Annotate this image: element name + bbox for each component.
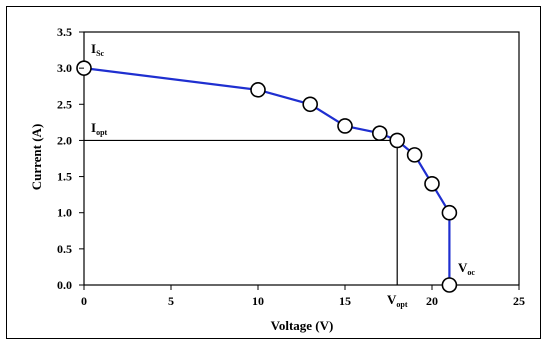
plot-border [83,31,520,286]
x-tick-label: 10 [252,294,264,308]
y-tick-label: 0.5 [57,242,72,256]
data-point [389,132,406,149]
series-line [83,67,451,285]
iopt-label: Iopt [91,120,108,137]
y-tick-label: 0.0 [57,278,72,292]
y-tick-label: 2.0 [57,133,72,147]
y-tick-label: 3.0 [57,61,72,75]
y-tick-label: 3.5 [57,25,72,39]
plot-area [83,31,520,286]
isc-label: ISc [91,41,105,58]
data-point [441,277,458,293]
series-layer [76,60,458,293]
data-point [250,82,266,98]
x-tick-label: 15 [339,294,351,308]
x-tick-label: 25 [513,294,525,308]
x-tick-label: 5 [168,294,174,308]
x-tick-label: 0 [81,294,87,308]
data-point [337,118,353,134]
y-axis-title: Current (A) [29,124,44,191]
vopt-label: Vopt [387,292,408,309]
x-tick-label: 20 [426,294,438,308]
x-axis-ticks: 0 5 10 15 20 25 [81,285,525,308]
data-point [424,176,440,192]
y-tick-label: 2.5 [57,97,72,111]
y-tick-label: 1.0 [57,206,72,220]
y-axis-ticks: 0.0 0.5 1.0 1.5 2.0 2.5 3.0 3.5 [57,25,84,292]
data-point [406,147,423,163]
data-point [371,125,388,141]
data-point [302,96,319,113]
y-tick-label: 1.5 [57,170,72,184]
reference-lines [84,139,398,285]
x-axis-title: Voltage (V) [271,318,334,333]
data-point [441,204,458,221]
voc-label: Voc [458,260,475,277]
